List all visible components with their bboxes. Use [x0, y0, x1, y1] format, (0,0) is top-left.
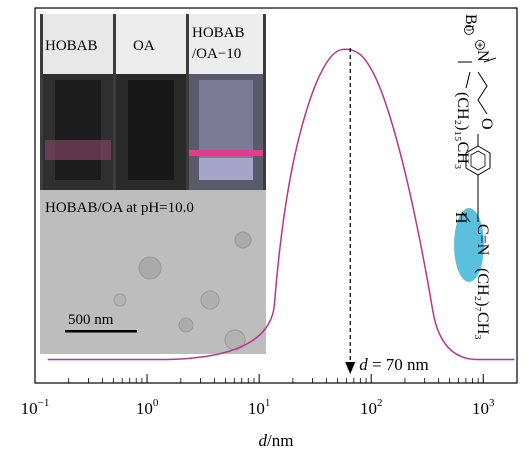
vial-label-oa: OA — [133, 38, 155, 54]
peak-annotation: d = 70 nm — [359, 355, 429, 374]
struct-tail-bottom: (CH₂)₇CH₃ — [474, 268, 491, 340]
x-tick-label: 103 — [472, 397, 495, 418]
inset-photo: HOBAB OA HOBAB /OA−10 HOBAB/OA at pH=10.… — [40, 14, 266, 354]
struct-tail-top: (CH₂)₁₅CH₃ — [454, 92, 471, 169]
scale-bar — [65, 330, 137, 333]
x-axis-ticks — [34, 374, 518, 383]
x-tick-label: 102 — [360, 397, 383, 418]
vial-label-hobab-oa-line2: /OA−10 — [192, 46, 241, 62]
struct-n: N — [474, 50, 491, 62]
tem-caption: HOBAB/OA at pH=10.0 — [45, 200, 194, 216]
vial-label-hobab: HOBAB — [45, 38, 98, 54]
plot-frame — [34, 7, 518, 384]
vial-label-hobab-oa-line1: HOBAB — [192, 25, 245, 41]
x-tick-label: 100 — [136, 397, 159, 418]
struct-o: O — [478, 118, 495, 130]
struct-imine: C=N — [474, 224, 491, 256]
x-tick-label: 101 — [248, 397, 271, 418]
peak-marker-arrow — [345, 362, 356, 374]
series-line — [47, 48, 515, 361]
imine-highlight — [454, 208, 484, 282]
x-axis-label: d/nm — [259, 431, 294, 450]
scale-bar-label: 500 nm — [68, 312, 114, 328]
chemical-structure: Br N O (CH₂)₁₅CH₃ C=N H (CH₂)₇CH₃ — [452, 14, 497, 340]
x-tick-label: 10−1 — [21, 397, 50, 418]
x-axis-tick-labels: 10−1 100 101 102 103 — [21, 397, 495, 418]
